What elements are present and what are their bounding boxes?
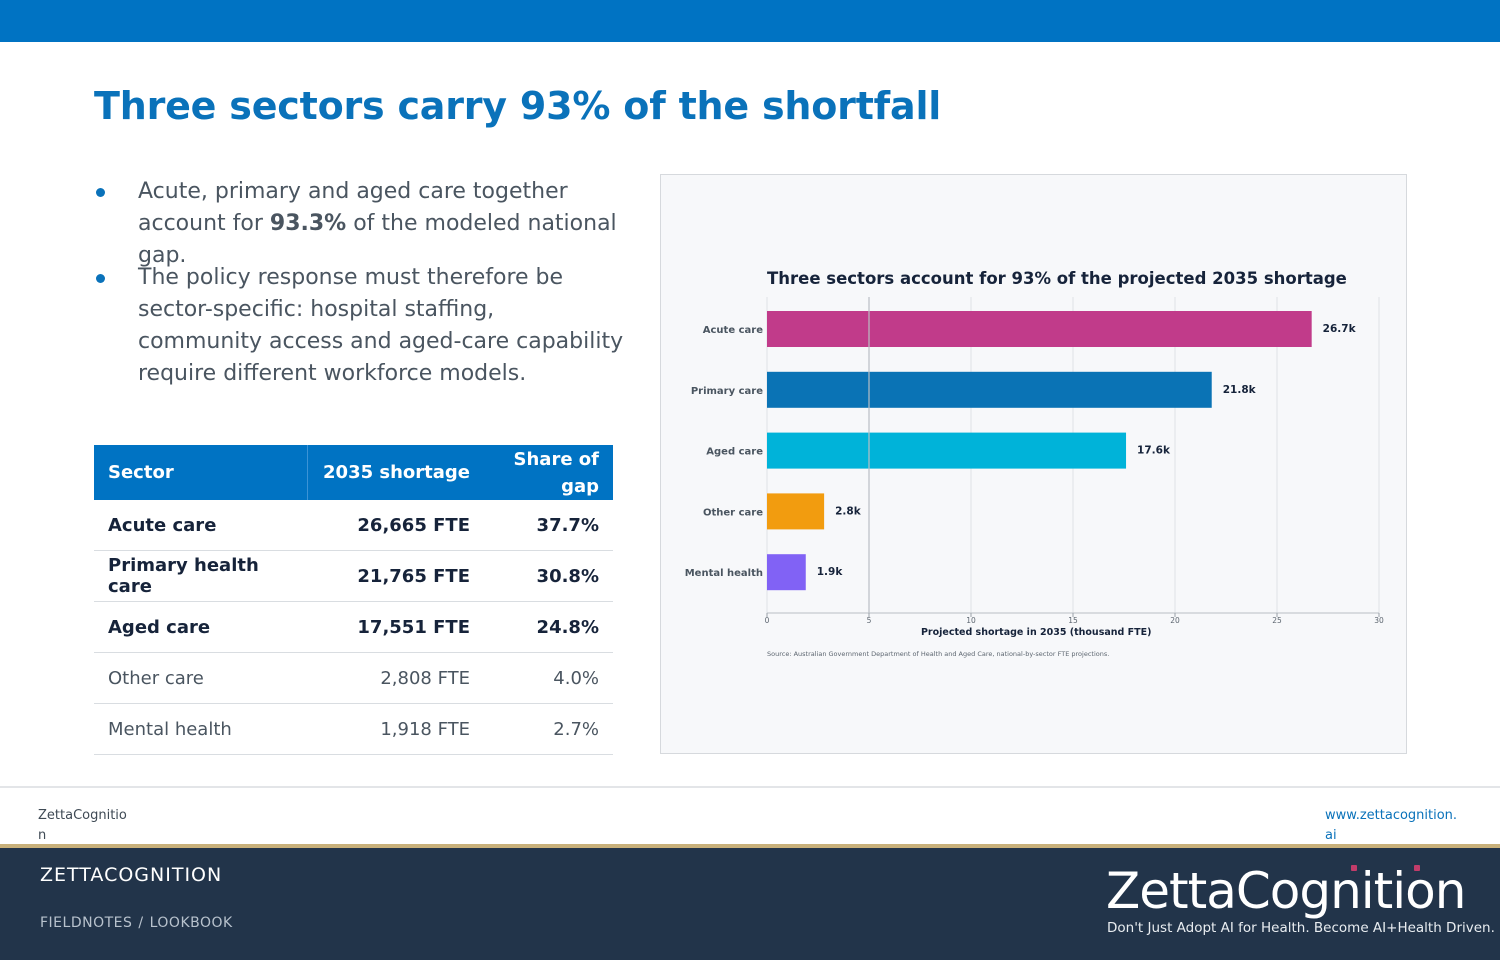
logo-dot [1414,865,1420,871]
data-label: 2.8k [835,505,862,517]
table-header-row: Sector 2035 shortage Share of gap [94,445,613,500]
cell-sector: Aged care [94,601,308,653]
cell-shortage: 21,765 FTE [307,550,484,602]
cell-sector: Primary health care [94,550,308,602]
data-label: 1.9k [817,566,844,578]
bar [767,554,806,591]
footer-company: ZettaCognition [38,808,127,843]
cell-shortage: 17,551 FTE [307,601,484,653]
cell-sector: Acute care [94,500,308,551]
x-tick-label: 5 [867,616,872,625]
cell-shortage: 2,808 FTE [307,652,484,704]
bullet-text: The policy response must therefore be se… [138,265,624,386]
bar [767,311,1312,347]
cell-share: 30.8% [484,550,613,602]
slide-title: Three sectors carry 93% of the shortfall [94,84,942,128]
footer-brand: ZETTACOGNITION [40,864,223,886]
sector-table: Sector 2035 shortage Share of gap Acute … [94,445,613,755]
x-tick-label: 20 [1170,616,1180,625]
x-tick-label: 10 [966,616,976,625]
cell-shortage: 26,665 FTE [307,500,484,551]
column-header-shortage: 2035 shortage [307,445,484,500]
x-tick-label: 25 [1272,616,1282,625]
cell-shortage: 1,918 FTE [307,703,484,755]
bullet-highlight: 93.3% [269,211,347,236]
x-tick-label: 0 [765,616,770,625]
chart-source: Source: Australian Government Department… [767,650,1109,658]
bullet-dot [96,274,105,283]
column-header-share-text: Share of gap [513,449,599,497]
x-tick-label: 30 [1374,616,1384,625]
bullet-item: The policy response must therefore be se… [94,262,624,390]
data-label: 26.7k [1323,323,1357,335]
cell-share: 24.8% [484,601,613,653]
chart-title: Three sectors account for 93% of the pro… [767,269,1347,288]
bullet-item: Acute, primary and aged care together ac… [94,176,624,268]
breadcrumb: FIELDNOTES / LOOKBOOK [40,915,233,931]
bullet-dot [96,188,105,197]
table-row: Acute care 26,665 FTE 37.7% [94,500,613,551]
cell-sector: Mental health [94,703,308,755]
bar [767,371,1212,408]
company-logo: ZettaCognition Don't Just Adopt AI for H… [1104,862,1495,942]
top-accent-bar [0,0,1500,42]
footer-website-link[interactable]: www.zettacognition.ai [1325,808,1458,843]
table-row: Other care 2,808 FTE 4.0% [94,652,613,704]
data-label: 17.6k [1137,445,1171,457]
category-label: Acute care [703,325,763,336]
breadcrumb-item[interactable]: LOOKBOOK [149,915,233,931]
logo-dot [1351,865,1357,871]
cell-share: 2.7% [484,703,613,755]
logo-wordmark: ZettaCognition [1106,862,1466,920]
cell-share: 4.0% [484,652,613,704]
data-label: 21.8k [1223,384,1257,396]
bullet-text-pre: Acute, primary and aged care together ac… [138,179,568,236]
breadcrumb-separator: / [138,915,144,931]
category-label: Primary care [691,386,763,397]
column-header-sector: Sector [94,445,308,500]
table-row: Mental health 1,918 FTE 2.7% [94,703,613,755]
bar-chart: Three sectors account for 93% of the pro… [685,269,1384,658]
table-row: Primary health care 21,765 FTE 30.8% [94,550,613,602]
x-axis-label: Projected shortage in 2035 (thousand FTE… [921,627,1151,638]
bar [767,493,825,530]
table-row: Aged care 17,551 FTE 24.8% [94,601,613,653]
logo-tagline: Don't Just Adopt AI for Health. Become A… [1107,920,1495,936]
footer-divider [0,786,1500,788]
bullet-text-post: of the modeled national gap. [138,211,617,268]
footer-band [0,848,1500,960]
chart-panel: Three sectors account for 93% of the pro… [660,174,1407,754]
bar [767,432,1127,469]
footer-gold-rule [0,844,1500,848]
cell-share: 37.7% [484,500,613,551]
breadcrumb-item[interactable]: FIELDNOTES [40,915,133,931]
category-label: Aged care [706,447,763,458]
category-label: Other care [703,507,763,518]
cell-sector: Other care [94,652,308,704]
category-label: Mental health [685,568,763,579]
bullet-list: Acute, primary and aged care together ac… [94,176,624,390]
column-header-share: Share of gap [484,445,613,500]
x-tick-label: 15 [1068,616,1078,625]
